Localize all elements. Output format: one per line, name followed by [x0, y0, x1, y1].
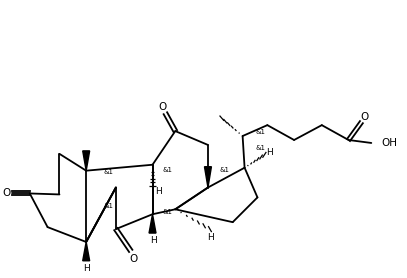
Polygon shape — [149, 214, 156, 233]
Text: &1: &1 — [162, 167, 173, 173]
Polygon shape — [83, 151, 90, 171]
Text: H: H — [83, 264, 90, 273]
Text: O: O — [158, 102, 166, 112]
Text: H: H — [155, 187, 162, 196]
Text: OH: OH — [381, 138, 397, 148]
Text: &1: &1 — [103, 203, 113, 209]
Text: &1: &1 — [162, 209, 173, 215]
Polygon shape — [204, 167, 211, 187]
Text: &1: &1 — [256, 129, 265, 135]
Text: O: O — [3, 188, 11, 198]
Text: H: H — [208, 232, 214, 242]
Text: O: O — [129, 254, 138, 264]
Text: O: O — [360, 112, 368, 122]
Text: &1: &1 — [103, 169, 113, 175]
Text: &1: &1 — [220, 167, 230, 173]
Text: H: H — [150, 237, 157, 245]
Text: H: H — [266, 148, 273, 157]
Polygon shape — [83, 242, 90, 261]
Text: &1: &1 — [256, 145, 265, 151]
